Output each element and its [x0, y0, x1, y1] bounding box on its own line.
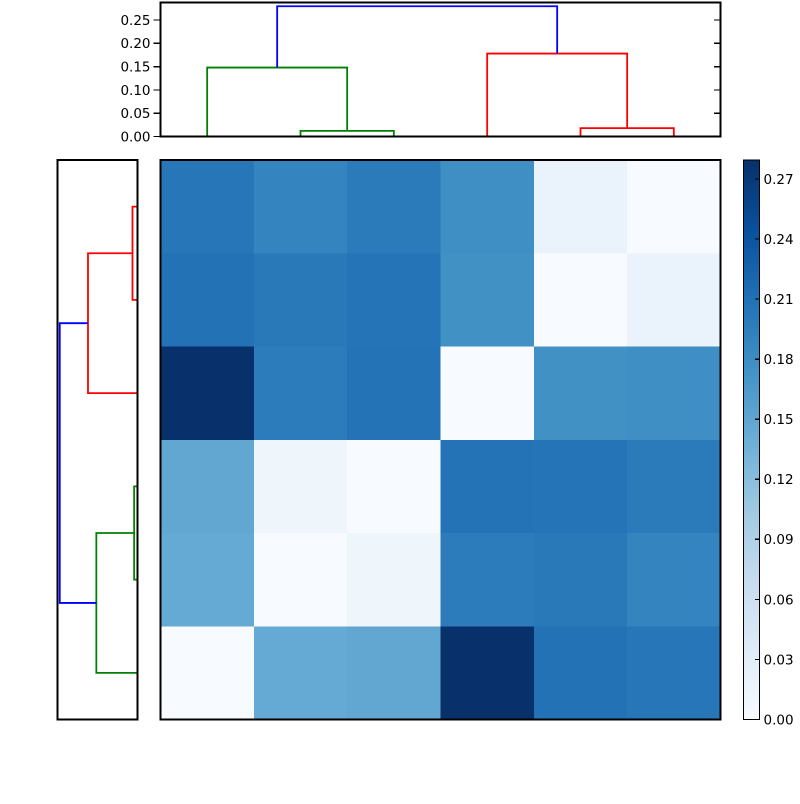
- dendrogram-link: [579, 127, 675, 137]
- heatmap-cell: [347, 346, 441, 441]
- heatmap-cell: [253, 439, 348, 534]
- heatmap-cell: [533, 160, 628, 254]
- y-axis-tick-label: 0.20: [120, 36, 150, 52]
- colorbar-tick-label: 0.27: [764, 172, 794, 188]
- y-axis-tick-label: 0.15: [120, 60, 150, 76]
- y-axis-tick-label: 0.10: [120, 83, 150, 99]
- heatmap-cell: [627, 626, 721, 720]
- heatmap-axes: [159, 159, 722, 721]
- colorbar-tick-label: 0.15: [764, 412, 794, 428]
- heatmap-cell: [347, 533, 441, 627]
- heatmap-cell: [253, 253, 348, 347]
- heatmap-cell: [160, 160, 255, 254]
- heatmap-cell: [533, 253, 628, 347]
- heatmap-cell: [627, 533, 721, 627]
- heatmap-cell: [440, 626, 535, 720]
- y-axis-tick-label: 0.00: [120, 129, 150, 145]
- heatmap-border: [159, 159, 722, 721]
- y-axis-tick-label: 0.05: [120, 106, 150, 122]
- dendrogram-link: [486, 52, 629, 137]
- heatmap-cell: [347, 439, 441, 534]
- top-dendrogram-axes: 0.00 0.05 0.10 0.15 0.20 0.25: [120, 1, 722, 145]
- heatmap-cell: [160, 626, 255, 720]
- heatmap-cell: [440, 160, 535, 254]
- heatmap-cell: [160, 439, 255, 534]
- colorbar-tick-label: 0.12: [764, 472, 794, 488]
- dendrogram-link: [95, 532, 138, 674]
- colorbar-tick-label: 0.09: [764, 532, 794, 548]
- colorbar-gradient: [743, 160, 760, 720]
- heatmap-cell: [253, 346, 348, 441]
- heatmap-cell: [253, 160, 348, 254]
- colorbar-tick-label: 0.18: [764, 352, 794, 368]
- colorbar: 0.00 0.03 0.06 0.09 0.12 0.15 0.18 0.21 0.24 0.27: [742, 159, 794, 728]
- heatmap-cell: [533, 346, 628, 441]
- top-dendrogram-border: [159, 1, 722, 138]
- dendrogram-link: [206, 66, 349, 137]
- heatmap-cell: [627, 346, 721, 441]
- heatmap-cell: [440, 533, 535, 627]
- colorbar-tick-label: 0.03: [764, 652, 794, 668]
- dendrogram-link: [299, 130, 395, 137]
- heatmap-cell: [160, 253, 255, 347]
- dendrogram-link: [276, 5, 559, 68]
- heatmap-cell: [160, 346, 255, 441]
- heatmap-cell: [347, 626, 441, 720]
- heatmap-cell: [627, 160, 721, 254]
- y-axis-tick-label: 0.25: [120, 13, 150, 29]
- heatmap-cell: [440, 439, 535, 534]
- heatmap-cell: [160, 533, 255, 627]
- heatmap-cell: [533, 439, 628, 534]
- dendrogram-link: [58, 322, 97, 604]
- heatmap-cell: [627, 253, 721, 347]
- heatmap-cell: [253, 533, 348, 627]
- colorbar-border: [742, 159, 761, 721]
- left-dendrogram-border: [56, 159, 139, 721]
- colorbar-tick-label: 0.24: [764, 232, 794, 248]
- heatmap-cell: [440, 253, 535, 347]
- heatmap-cell: [533, 533, 628, 627]
- heatmap-cell: [347, 160, 441, 254]
- colorbar-tick-label: 0.21: [764, 292, 794, 308]
- heatmap-cell: [253, 626, 348, 720]
- heatmap-cell: [627, 439, 721, 534]
- left-dendrogram-axes: [56, 159, 139, 721]
- heatmap-cell: [347, 253, 441, 347]
- colorbar-tick-label: 0.00: [764, 712, 794, 728]
- heatmap-cell: [533, 626, 628, 720]
- heatmap-cell: [440, 346, 535, 441]
- colorbar-tick-label: 0.06: [764, 592, 794, 608]
- dendrogram-link: [87, 252, 138, 395]
